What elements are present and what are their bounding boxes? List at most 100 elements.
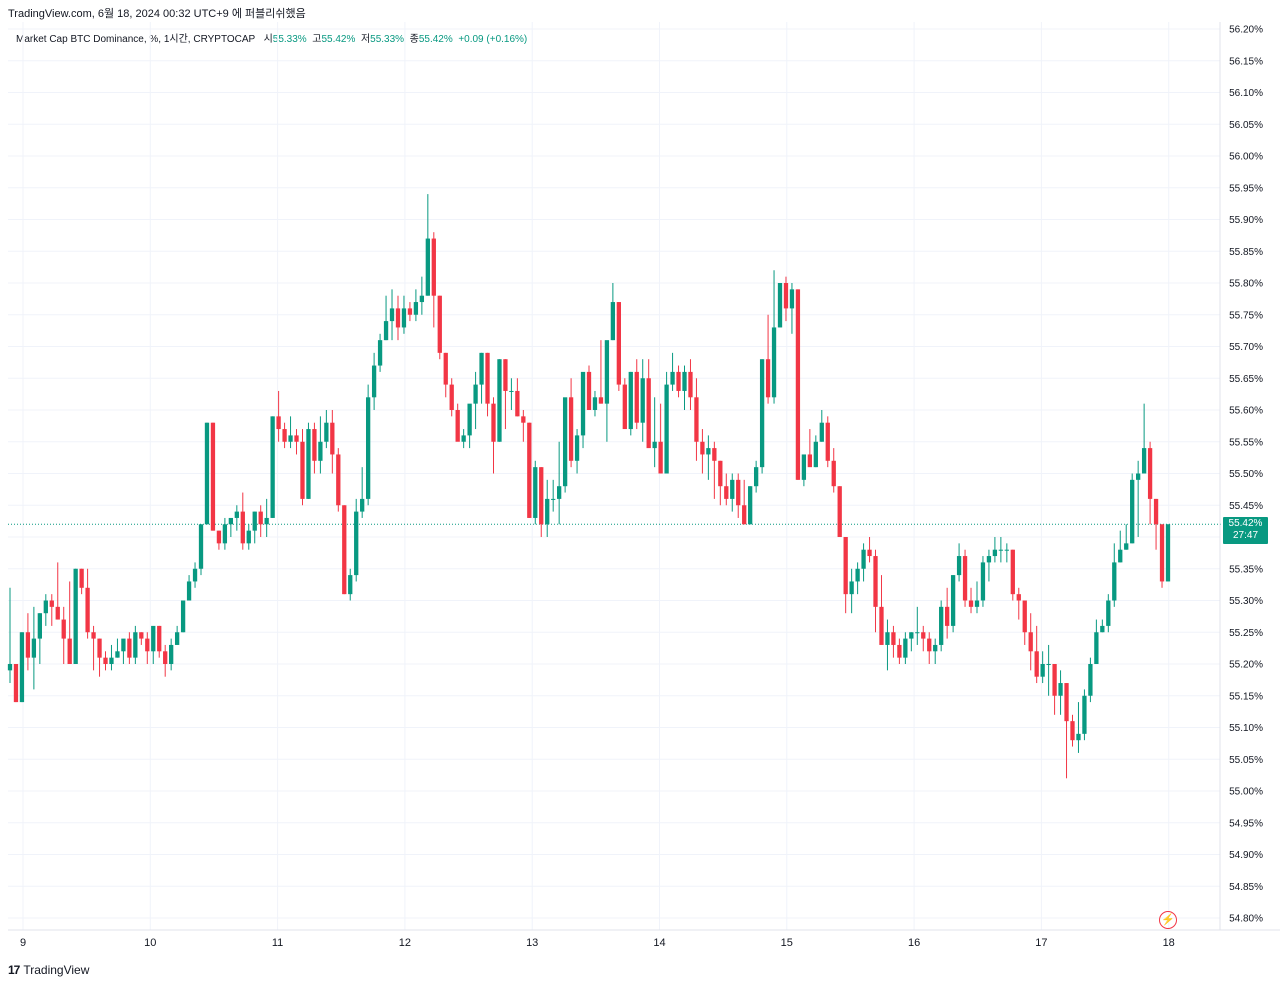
candle-body [258, 511, 263, 525]
candle-body [25, 632, 31, 658]
candle-body [371, 365, 377, 398]
candle-body [192, 568, 198, 582]
candle-body [867, 549, 872, 557]
y-tick-label: 55.35% [1229, 564, 1263, 575]
candle [939, 600, 944, 652]
candle-body [1094, 632, 1099, 664]
candle [389, 289, 395, 341]
candle [873, 549, 878, 633]
x-tick-label: 13 [526, 937, 538, 949]
candle-body [986, 556, 992, 563]
candle [831, 448, 836, 493]
legend-open-label: 시 [263, 34, 273, 45]
legend-symbol[interactable]: Market Cap BTC Dominance, %, 1시간, CRYPTO… [16, 34, 256, 45]
candle [545, 479, 550, 537]
candle-body [7, 664, 13, 671]
candle-body [873, 556, 878, 607]
candle-body [336, 454, 341, 506]
candle-body [718, 460, 723, 487]
candle [318, 416, 323, 474]
candle [950, 575, 956, 633]
candle [288, 416, 293, 449]
candle-body [622, 384, 627, 430]
candle-body [180, 600, 186, 633]
candle [180, 600, 186, 633]
y-tick-label: 56.20% [1229, 25, 1263, 36]
candle-body [551, 498, 556, 500]
y-tick-label: 54.85% [1229, 882, 1263, 893]
candle [986, 549, 992, 582]
candle [443, 352, 448, 398]
candle [121, 638, 126, 664]
candle [1046, 644, 1051, 696]
candle [1076, 702, 1081, 753]
candle [300, 429, 305, 506]
candle-body [1118, 549, 1123, 563]
candle [628, 371, 633, 436]
y-tick-label: 55.00% [1229, 787, 1263, 798]
candle [688, 359, 693, 410]
y-tick-label: 55.90% [1229, 215, 1263, 226]
candle [192, 562, 198, 588]
candle-body [1106, 600, 1111, 626]
flash-icon[interactable]: ⚡ [1159, 911, 1177, 929]
candle [903, 632, 908, 664]
y-axis-labels: 56.20% 56.15% 56.10% 56.05% 56.00% 55.95% 55.9… [1229, 25, 1263, 925]
candle [49, 594, 54, 626]
candle [652, 397, 657, 468]
candle [139, 632, 144, 645]
candle [515, 378, 520, 417]
candle-body [282, 429, 287, 442]
candle-body [1141, 448, 1147, 474]
candle [145, 632, 150, 664]
candle-body [706, 448, 711, 455]
candle-body [1064, 683, 1069, 722]
y-tick-label: 55.30% [1229, 596, 1263, 607]
candle-body [676, 371, 681, 391]
candle [37, 613, 42, 664]
candle [31, 606, 37, 690]
footer-brand: TradingView [23, 963, 90, 977]
candle-body [813, 441, 818, 468]
candle [1124, 524, 1129, 550]
y-tick-label: 55.10% [1229, 723, 1263, 734]
candle [1022, 600, 1027, 645]
candle-body [759, 359, 765, 468]
tradingview-logo[interactable]: 17 TradingView [8, 963, 89, 977]
candle [861, 543, 866, 582]
candle [198, 524, 204, 576]
candle-body [186, 581, 192, 601]
candle-body [425, 238, 430, 296]
candle [79, 568, 84, 595]
candle [819, 410, 824, 442]
legend-high-value: 55.42% [321, 34, 356, 45]
candle-body [807, 454, 813, 468]
candle [1052, 664, 1057, 715]
y-tick-label: 55.05% [1229, 755, 1263, 766]
candle-body [742, 505, 747, 525]
candle-body [1046, 664, 1051, 665]
candle-body [276, 416, 281, 430]
candle [407, 302, 413, 322]
candle [479, 352, 484, 404]
candle [204, 422, 210, 525]
candle [425, 194, 430, 296]
candle-body [395, 308, 401, 328]
y-tick-label: 55.80% [1229, 279, 1263, 290]
candle [753, 460, 759, 493]
candle-body [389, 308, 395, 322]
candle-body [360, 498, 365, 512]
candle-body [849, 581, 854, 595]
candle [1147, 441, 1153, 525]
x-tick-label: 18 [1163, 937, 1175, 949]
candle [604, 340, 610, 442]
candle [383, 295, 389, 341]
candle-body [1040, 664, 1045, 677]
candle [330, 410, 335, 474]
candle-body [365, 397, 371, 499]
candle [431, 232, 436, 328]
candle [264, 498, 269, 537]
candle-body [294, 435, 299, 442]
candle-body [604, 340, 610, 404]
